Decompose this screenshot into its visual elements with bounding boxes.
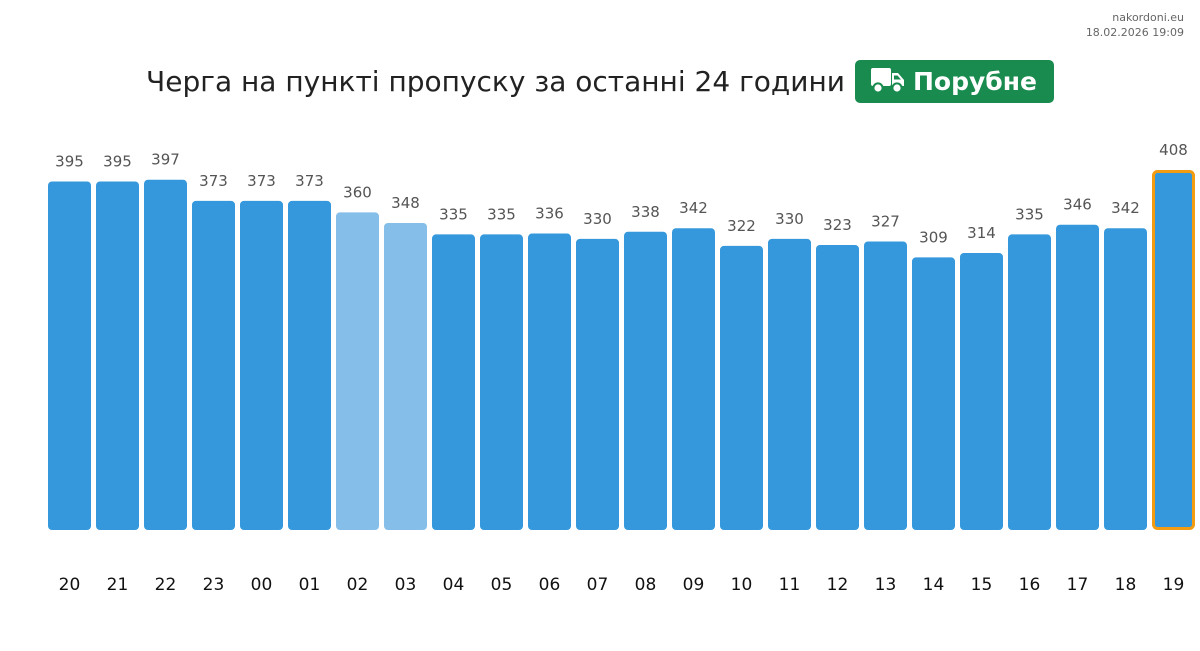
- bar-13: [864, 241, 907, 530]
- bar-14: [912, 257, 955, 530]
- bar-09: [672, 228, 715, 530]
- value-label-20: 395: [55, 152, 84, 170]
- bar-20: [48, 181, 91, 530]
- value-label-07: 330: [583, 210, 612, 228]
- bar-05: [480, 234, 523, 531]
- value-label-17: 346: [1063, 196, 1092, 214]
- bar-16: [1008, 234, 1051, 531]
- x-tick-00: 00: [251, 575, 273, 595]
- x-tick-19: 19: [1163, 575, 1185, 595]
- value-label-13: 327: [871, 212, 900, 230]
- value-label-08: 338: [631, 203, 660, 221]
- x-tick-10: 10: [731, 575, 753, 595]
- bar-01: [288, 200, 331, 530]
- bar-03: [384, 222, 427, 531]
- x-tick-22: 22: [155, 575, 177, 595]
- chart-title: Черга на пункті пропуску за останні 24 г…: [146, 64, 845, 98]
- x-tick-04: 04: [443, 575, 465, 595]
- truck-icon: [870, 68, 904, 94]
- title-row: Черга на пункті пропуску за останні 24 г…: [0, 59, 1200, 103]
- bar-04: [432, 234, 475, 531]
- checkpoint-badge: Порубне: [854, 59, 1054, 103]
- bar-15: [960, 252, 1003, 531]
- x-tick-09: 09: [683, 575, 705, 595]
- x-tick-15: 15: [971, 575, 993, 595]
- bar-10: [720, 245, 763, 530]
- x-tick-03: 03: [395, 575, 417, 595]
- bar-18: [1104, 228, 1147, 530]
- x-tick-16: 16: [1019, 575, 1041, 595]
- value-label-23: 373: [199, 172, 228, 190]
- value-label-18: 342: [1111, 199, 1140, 217]
- x-tick-11: 11: [779, 575, 801, 595]
- checkpoint-name: Порубне: [912, 66, 1037, 96]
- bar-21: [96, 181, 139, 530]
- site-name: nakordoni.eu: [1112, 11, 1184, 24]
- x-tick-01: 01: [299, 575, 321, 595]
- x-tick-21: 21: [107, 575, 129, 595]
- value-label-10: 322: [727, 217, 756, 235]
- value-label-04: 335: [439, 205, 468, 223]
- x-tick-05: 05: [491, 575, 513, 595]
- x-tick-07: 07: [587, 575, 609, 595]
- value-label-12: 323: [823, 216, 852, 234]
- bar-12: [816, 245, 859, 530]
- value-label-03: 348: [391, 194, 420, 212]
- bar-11: [768, 238, 811, 530]
- value-label-22: 397: [151, 151, 180, 169]
- value-label-06: 336: [535, 205, 564, 223]
- x-tick-18: 18: [1115, 575, 1137, 595]
- value-label-11: 330: [775, 210, 804, 228]
- bar-02: [336, 212, 379, 530]
- x-tick-02: 02: [347, 575, 369, 595]
- value-label-05: 335: [487, 205, 516, 223]
- timestamp: 18.02.2026 19:09: [1085, 26, 1184, 39]
- x-tick-14: 14: [923, 575, 945, 595]
- bar-08: [624, 231, 667, 530]
- value-label-14: 309: [919, 228, 948, 246]
- bar-06: [528, 233, 571, 530]
- bar-00: [240, 200, 283, 530]
- value-label-21: 395: [103, 152, 132, 170]
- value-label-01: 373: [295, 172, 324, 190]
- value-label-15: 314: [967, 224, 996, 242]
- bar-19: [1152, 170, 1195, 530]
- x-tick-12: 12: [827, 575, 849, 595]
- x-tick-08: 08: [635, 575, 657, 595]
- value-label-09: 342: [679, 199, 708, 217]
- x-tick-13: 13: [875, 575, 897, 595]
- value-label-16: 335: [1015, 205, 1044, 223]
- bar-17: [1056, 224, 1099, 531]
- x-tick-23: 23: [203, 575, 225, 595]
- x-tick-17: 17: [1067, 575, 1089, 595]
- site-info: nakordoni.eu 18.02.2026 19:09: [1086, 10, 1184, 40]
- bar-23: [192, 200, 235, 530]
- bar-07: [576, 238, 619, 530]
- x-tick-06: 06: [539, 575, 561, 595]
- x-tick-20: 20: [59, 575, 81, 595]
- bar-22: [144, 179, 187, 531]
- value-label-02: 360: [343, 183, 372, 201]
- value-label-19: 408: [1159, 141, 1188, 159]
- value-label-00: 373: [247, 172, 276, 190]
